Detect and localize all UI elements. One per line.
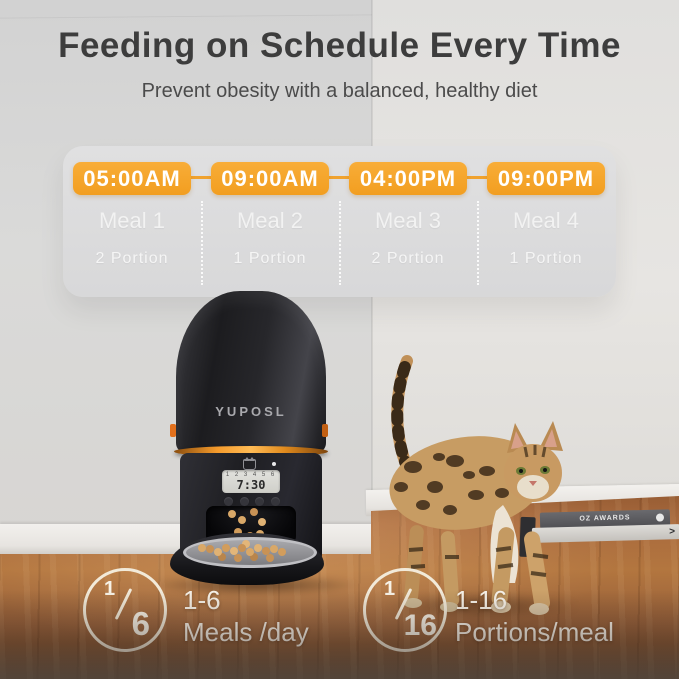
- fraction-numerator: 1: [104, 578, 116, 600]
- feeder-button-icon: [239, 497, 249, 506]
- time-badge: 09:00AM: [211, 162, 329, 195]
- schedule-card: 05:00AM Meal 1 2 Portion 09:00AM Meal 2 …: [63, 146, 616, 297]
- orange-latch-right: [322, 424, 328, 437]
- time-badge: 09:00PM: [487, 162, 605, 195]
- book-logo-circle-icon: [655, 513, 665, 522]
- column-divider: [339, 201, 341, 285]
- portion-label: 2 Portion: [95, 250, 169, 267]
- portion-label: 1 Portion: [509, 250, 583, 267]
- time-badge: 05:00AM: [73, 162, 191, 195]
- lcd-scale: 1 2 3 4 5 6: [225, 472, 277, 478]
- badge-connector-line: [133, 176, 545, 179]
- bottom-vignette: [0, 590, 679, 679]
- column-divider: [477, 201, 479, 285]
- cat-icon: [243, 457, 256, 470]
- feeder-button-icon: [270, 497, 280, 506]
- schedule-column-2: 09:00AM Meal 2 1 Portion: [201, 146, 339, 297]
- bowl-steel-rim: [183, 537, 317, 568]
- feeder-display: 1 2 3 4 5 6 7:30: [222, 470, 280, 493]
- feeder-button-icon: [255, 497, 265, 506]
- lcd-time: 7:30: [236, 478, 266, 492]
- page-title: Feeding on Schedule Every Time: [58, 26, 621, 65]
- brand-label: YUPOSL: [215, 404, 287, 419]
- feeder-buttons: [224, 497, 280, 506]
- meal-label: Meal 2: [236, 208, 304, 233]
- feeder-hopper: [176, 291, 326, 453]
- meal-label: Meal 3: [374, 208, 442, 233]
- schedule-column-4: 09:00PM Meal 4 1 Portion: [477, 146, 615, 297]
- page-subtitle: Prevent obesity with a balanced, healthy…: [141, 80, 538, 102]
- column-divider: [201, 201, 203, 285]
- schedule-column-1: 05:00AM Meal 1 2 Portion: [63, 146, 201, 297]
- kibble-in-bowl: [198, 544, 206, 552]
- portion-label: 1 Portion: [233, 250, 307, 267]
- schedule-column-3: 04:00PM Meal 3 2 Portion: [339, 146, 477, 297]
- meal-label: Meal 4: [512, 208, 580, 233]
- fraction-numerator: 1: [384, 578, 396, 600]
- time-badge: 04:00PM: [349, 162, 467, 195]
- feeder-accent-ring: [174, 446, 328, 457]
- orange-latch-left: [170, 424, 176, 437]
- falling-kibble: [228, 510, 236, 518]
- book-chevron-icon: >: [668, 526, 676, 538]
- meal-label: Meal 1: [98, 208, 166, 233]
- feeder-button-icon: [224, 497, 233, 506]
- status-led: [272, 462, 276, 466]
- portion-label: 2 Portion: [371, 250, 445, 267]
- book-spine-text: OZ AWARDS: [579, 514, 631, 523]
